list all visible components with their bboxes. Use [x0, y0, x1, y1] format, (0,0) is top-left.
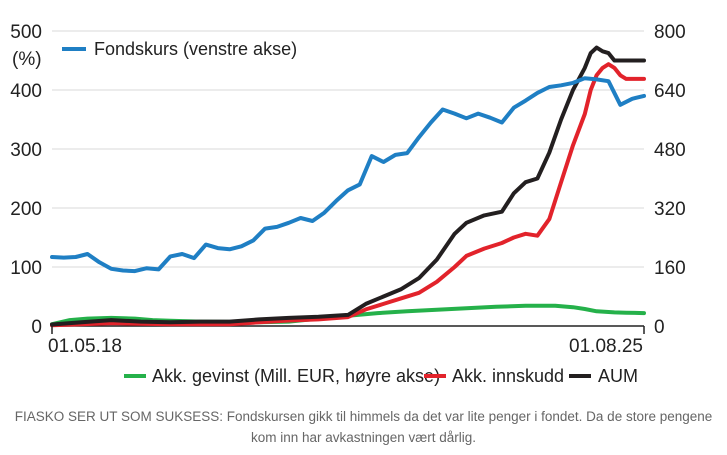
- x-axis-labels: 01.05.18 01.08.25: [48, 326, 645, 357]
- left-axis: 0 100 200 300 400 500: [10, 22, 42, 338]
- legend-top: Fondskurs (venstre akse): [62, 39, 297, 59]
- series-line-akk: [50, 62, 646, 328]
- chart-caption: FIASKO SER UT SOM SUKSESS: Fondskursen g…: [14, 409, 713, 445]
- left-tick-label: 400: [10, 81, 42, 102]
- series-line-akk: [50, 303, 646, 327]
- grid-lines: [52, 30, 644, 268]
- left-tick-label: 100: [10, 258, 42, 279]
- right-tick-label: 640: [654, 81, 686, 102]
- left-axis-unit: (%): [12, 49, 42, 70]
- chart: 0 100 200 300 400 500 0 160 320 480 640 800 (%) 01…: [10, 22, 686, 386]
- left-tick-label: 200: [10, 199, 42, 220]
- right-tick-label: 800: [654, 22, 686, 43]
- series-line-fondskurs: [50, 76, 646, 274]
- legend-label-akk0: Akk. gevinst (Mill. EUR, høyre akse): [152, 366, 440, 386]
- series-layer: [50, 45, 646, 328]
- x-end-label: 01.08.25: [569, 336, 643, 357]
- legend-label-fondskurs: Fondskurs (venstre akse): [94, 39, 297, 59]
- legend-label-aum2: AUM: [598, 366, 638, 386]
- x-start-label: 01.05.18: [48, 336, 122, 357]
- right-tick-label: 320: [654, 199, 686, 220]
- legend-label-akk1: Akk. innskudd: [452, 366, 564, 386]
- right-tick-label: 160: [654, 258, 686, 279]
- right-tick-label: 0: [654, 317, 665, 338]
- legend-bottom: Akk. gevinst (Mill. EUR, høyre akse) Akk.…: [124, 366, 638, 386]
- left-tick-label: 500: [10, 22, 42, 43]
- series-line-aum: [50, 45, 646, 327]
- left-tick-label: 300: [10, 140, 42, 161]
- right-tick-label: 480: [654, 140, 686, 161]
- left-tick-label: 0: [31, 317, 42, 338]
- right-axis: 0 160 320 480 640 800: [654, 22, 686, 338]
